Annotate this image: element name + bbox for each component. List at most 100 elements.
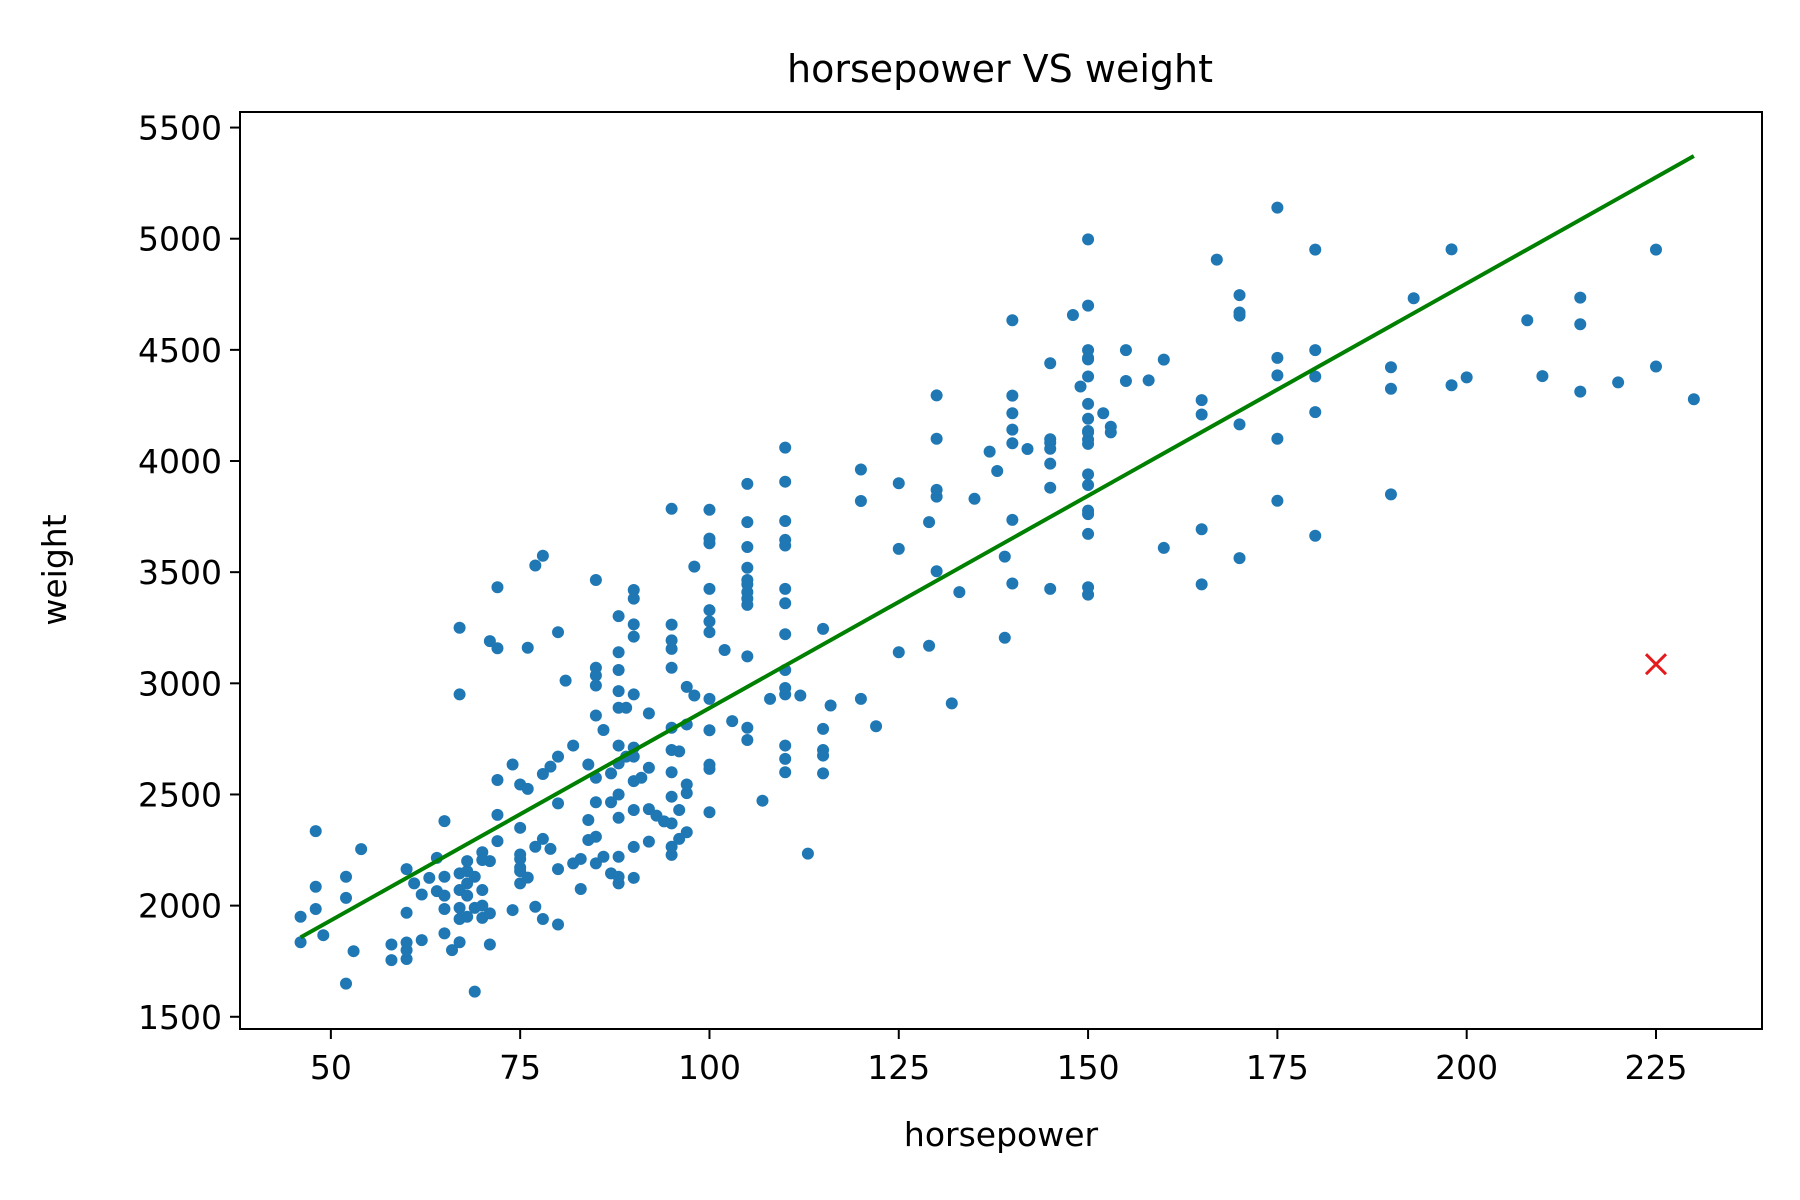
data-point bbox=[627, 618, 640, 631]
data-point bbox=[400, 952, 413, 965]
data-point bbox=[574, 852, 587, 865]
data-point bbox=[718, 643, 731, 656]
data-point bbox=[476, 899, 489, 912]
data-point bbox=[1195, 523, 1208, 536]
x-tick-label: 175 bbox=[1246, 1048, 1309, 1087]
data-point bbox=[817, 744, 830, 757]
data-point bbox=[1142, 374, 1155, 387]
data-point bbox=[1082, 504, 1095, 517]
data-point bbox=[521, 782, 534, 795]
data-point bbox=[605, 767, 618, 780]
data-point bbox=[665, 766, 678, 779]
data-point bbox=[1082, 370, 1095, 383]
data-point bbox=[1082, 412, 1095, 425]
data-point bbox=[930, 389, 943, 402]
data-point bbox=[1649, 360, 1662, 373]
data-point bbox=[892, 646, 905, 659]
data-point bbox=[779, 681, 792, 694]
y-tick-label: 1500 bbox=[138, 998, 222, 1037]
data-point bbox=[461, 910, 474, 923]
data-point bbox=[589, 679, 602, 692]
data-point bbox=[589, 709, 602, 722]
data-point bbox=[423, 871, 436, 884]
x-axis-label: horsepower bbox=[904, 1115, 1099, 1154]
data-point bbox=[1082, 468, 1095, 481]
data-point bbox=[627, 840, 640, 853]
data-point bbox=[627, 871, 640, 884]
data-point bbox=[1384, 382, 1397, 395]
data-point bbox=[665, 840, 678, 853]
data-point bbox=[1195, 408, 1208, 421]
data-point bbox=[1195, 394, 1208, 407]
data-point bbox=[1384, 361, 1397, 374]
data-point bbox=[483, 635, 496, 648]
data-point bbox=[665, 502, 678, 515]
data-point bbox=[1157, 541, 1170, 554]
data-point bbox=[854, 463, 867, 476]
data-point bbox=[741, 573, 754, 586]
data-point bbox=[529, 559, 542, 572]
data-point bbox=[1082, 581, 1095, 594]
data-point bbox=[779, 766, 792, 779]
data-point bbox=[612, 788, 625, 801]
data-point bbox=[703, 806, 716, 819]
data-point bbox=[1271, 369, 1284, 382]
data-point bbox=[1044, 457, 1057, 470]
data-point bbox=[514, 821, 527, 834]
data-point bbox=[627, 804, 640, 817]
data-point bbox=[1006, 314, 1019, 327]
data-point bbox=[1574, 318, 1587, 331]
data-point bbox=[923, 516, 936, 529]
data-point bbox=[627, 630, 640, 643]
data-point bbox=[703, 503, 716, 516]
data-point bbox=[779, 752, 792, 765]
data-point bbox=[854, 495, 867, 508]
data-point bbox=[309, 825, 322, 838]
data-point bbox=[453, 688, 466, 701]
data-point bbox=[1082, 397, 1095, 410]
data-point bbox=[703, 582, 716, 595]
data-point bbox=[627, 583, 640, 596]
data-point bbox=[756, 794, 769, 807]
data-point bbox=[1066, 308, 1079, 321]
data-point bbox=[824, 699, 837, 712]
data-point bbox=[642, 835, 655, 848]
data-point bbox=[1082, 479, 1095, 492]
data-point bbox=[673, 804, 686, 817]
data-point bbox=[779, 441, 792, 454]
data-point bbox=[1119, 344, 1132, 357]
data-point bbox=[438, 889, 451, 902]
data-point bbox=[665, 618, 678, 631]
data-point bbox=[741, 734, 754, 747]
x-tick-label: 150 bbox=[1057, 1048, 1120, 1087]
data-point bbox=[703, 604, 716, 617]
data-point bbox=[764, 692, 777, 705]
data-point bbox=[1271, 351, 1284, 364]
data-point bbox=[1044, 357, 1057, 370]
data-point bbox=[953, 586, 966, 599]
y-axis-label: weight bbox=[35, 514, 74, 625]
data-point bbox=[703, 758, 716, 771]
data-point bbox=[1104, 420, 1117, 433]
data-point bbox=[703, 615, 716, 628]
data-point bbox=[817, 722, 830, 735]
y-tick-label: 3500 bbox=[138, 553, 222, 592]
data-point bbox=[400, 863, 413, 876]
data-point bbox=[589, 830, 602, 843]
data-point bbox=[1006, 423, 1019, 436]
data-point bbox=[400, 906, 413, 919]
x-tick-label: 100 bbox=[678, 1048, 741, 1087]
data-point bbox=[1233, 289, 1246, 302]
data-point bbox=[483, 938, 496, 951]
data-point bbox=[1044, 433, 1057, 446]
data-point bbox=[294, 936, 307, 949]
data-point bbox=[582, 814, 595, 827]
data-point bbox=[1445, 379, 1458, 392]
x-tick-label: 200 bbox=[1435, 1048, 1498, 1087]
data-point bbox=[991, 465, 1004, 478]
data-point bbox=[1309, 406, 1322, 419]
data-point bbox=[794, 689, 807, 702]
data-point bbox=[998, 631, 1011, 644]
data-point bbox=[1521, 314, 1534, 327]
